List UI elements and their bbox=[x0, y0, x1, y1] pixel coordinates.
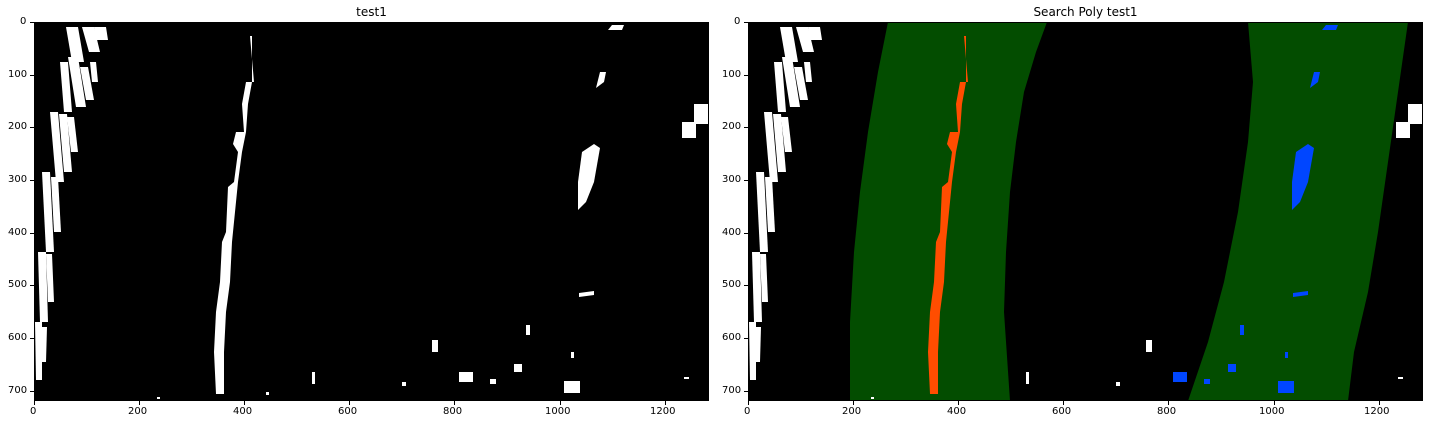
y-tick-label: 500 bbox=[8, 279, 28, 290]
x-tick-mark bbox=[244, 401, 245, 405]
x-tick-label: 1000 bbox=[1259, 406, 1285, 417]
x-tick-mark bbox=[665, 401, 666, 405]
y-tick-label: 0 bbox=[20, 16, 27, 27]
y-tick-label: 100 bbox=[722, 69, 742, 80]
y-tick-label: 100 bbox=[8, 69, 28, 80]
x-tick-mark bbox=[454, 401, 455, 405]
x-tick-mark bbox=[139, 401, 140, 405]
y-tick-label: 0 bbox=[734, 16, 741, 27]
x-tick-label: 0 bbox=[744, 406, 751, 417]
x-tick-label: 0 bbox=[30, 406, 37, 417]
x-tick-label: 400 bbox=[947, 406, 967, 417]
panel-title-right: Search Poly test1 bbox=[1033, 5, 1138, 19]
panel-title-left: test1 bbox=[356, 5, 387, 19]
y-tick-label: 200 bbox=[8, 121, 28, 132]
y-tick-mark bbox=[30, 180, 34, 181]
search-poly-image bbox=[749, 22, 1422, 401]
left-lane-pixels bbox=[928, 36, 968, 394]
x-tick-label: 800 bbox=[1157, 406, 1177, 417]
x-tick-label: 200 bbox=[842, 406, 862, 417]
y-tick-mark bbox=[744, 75, 748, 76]
x-tick-mark bbox=[853, 401, 854, 405]
y-tick-mark bbox=[744, 127, 748, 128]
binary-lane-image bbox=[35, 25, 708, 399]
y-tick-label: 600 bbox=[722, 332, 742, 343]
x-tick-label: 600 bbox=[338, 406, 358, 417]
y-tick-mark bbox=[744, 22, 748, 23]
y-tick-label: 400 bbox=[8, 227, 28, 238]
x-tick-mark bbox=[560, 401, 561, 405]
x-tick-label: 400 bbox=[233, 406, 253, 417]
y-tick-label: 400 bbox=[722, 227, 742, 238]
y-tick-label: 300 bbox=[722, 174, 742, 185]
right-lane-pixels bbox=[1173, 25, 1338, 393]
y-tick-label: 700 bbox=[8, 385, 28, 396]
y-tick-mark bbox=[744, 180, 748, 181]
y-tick-mark bbox=[744, 391, 748, 392]
x-tick-label: 1200 bbox=[650, 406, 676, 417]
x-tick-label: 1000 bbox=[545, 406, 571, 417]
y-tick-label: 500 bbox=[722, 279, 742, 290]
y-tick-mark bbox=[744, 233, 748, 234]
right-search-region bbox=[1188, 22, 1408, 401]
y-tick-mark bbox=[30, 127, 34, 128]
search-poly-plot bbox=[748, 22, 1423, 401]
x-tick-mark bbox=[349, 401, 350, 405]
x-tick-mark bbox=[1063, 401, 1064, 405]
x-tick-label: 800 bbox=[443, 406, 463, 417]
y-tick-label: 200 bbox=[722, 121, 742, 132]
y-tick-mark bbox=[30, 391, 34, 392]
x-tick-label: 600 bbox=[1052, 406, 1072, 417]
y-tick-mark bbox=[30, 22, 34, 23]
x-tick-label: 1200 bbox=[1364, 406, 1390, 417]
y-tick-label: 700 bbox=[722, 385, 742, 396]
x-tick-mark bbox=[958, 401, 959, 405]
x-tick-mark bbox=[34, 401, 35, 405]
y-tick-mark bbox=[744, 338, 748, 339]
y-tick-mark bbox=[30, 75, 34, 76]
y-tick-mark bbox=[30, 338, 34, 339]
x-tick-mark bbox=[1274, 401, 1275, 405]
y-tick-mark bbox=[30, 285, 34, 286]
x-tick-mark bbox=[1379, 401, 1380, 405]
y-tick-mark bbox=[30, 233, 34, 234]
y-tick-mark bbox=[744, 285, 748, 286]
x-tick-label: 200 bbox=[128, 406, 148, 417]
y-tick-label: 300 bbox=[8, 174, 28, 185]
y-tick-label: 600 bbox=[8, 332, 28, 343]
x-tick-mark bbox=[1168, 401, 1169, 405]
x-tick-mark bbox=[748, 401, 749, 405]
binary-image-plot bbox=[34, 22, 709, 401]
